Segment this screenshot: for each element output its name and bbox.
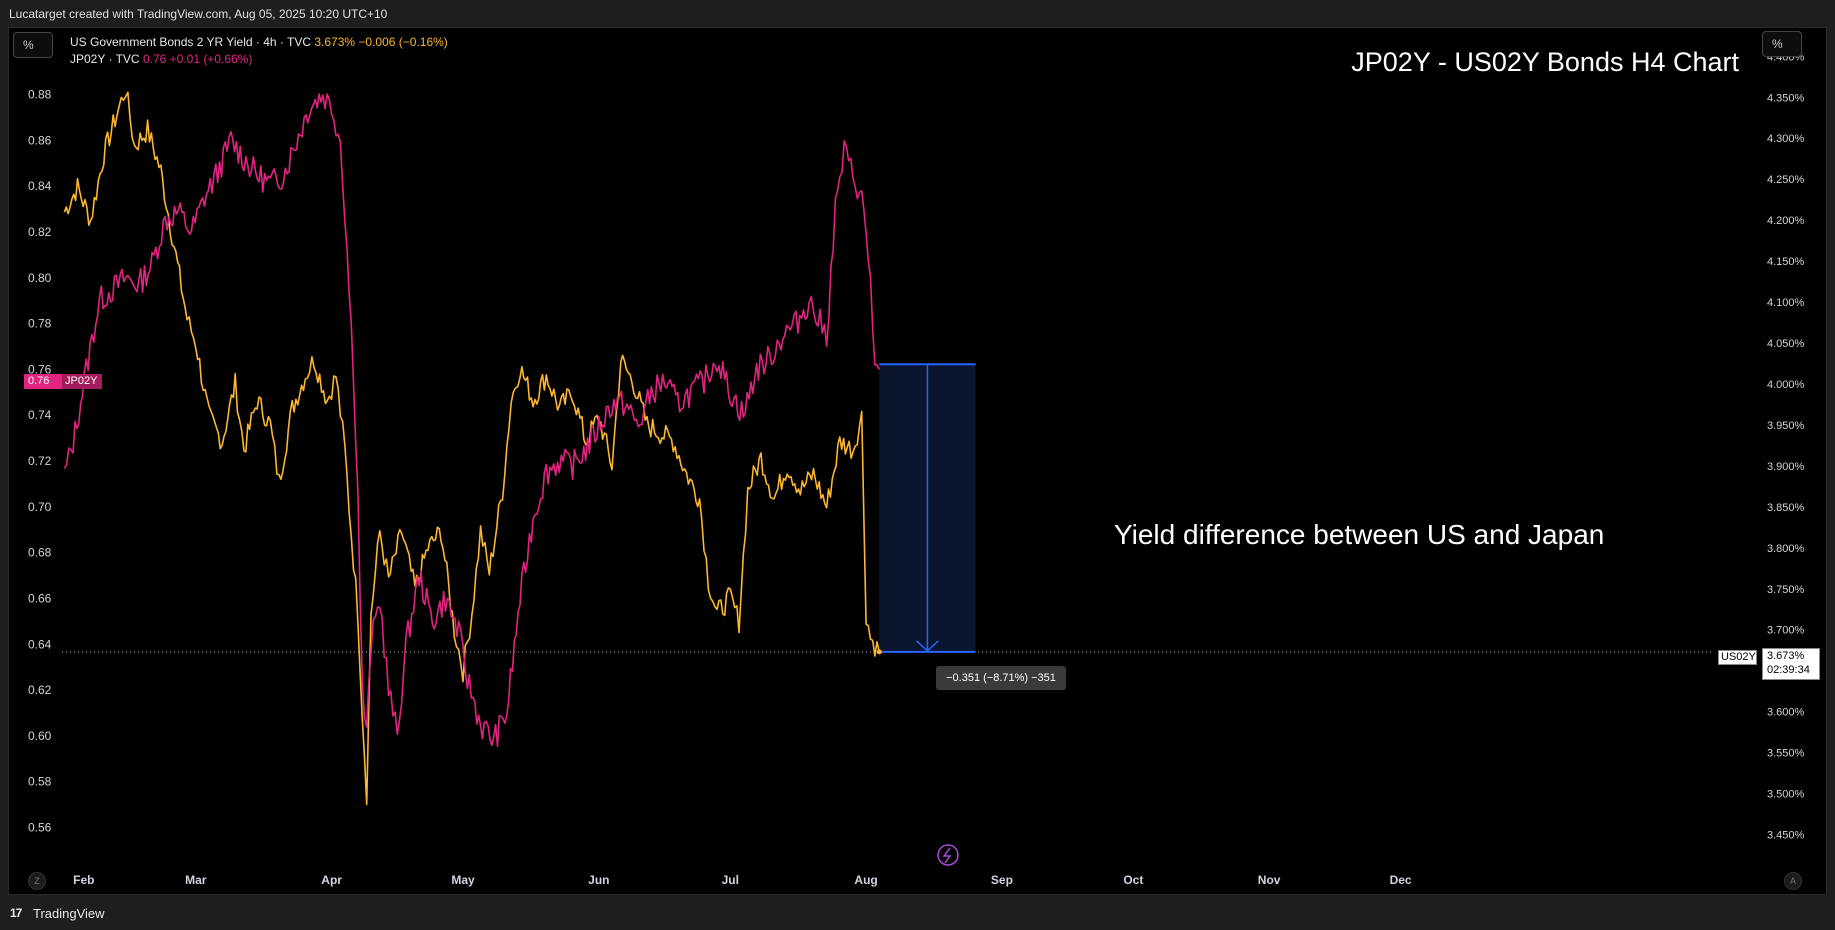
right-axis-tick-13: 3.750%: [1767, 584, 1805, 596]
yield-note[interactable]: Yield difference between US and Japan: [1114, 519, 1605, 550]
left-axis-tick-5: 0.80: [28, 271, 52, 285]
left-axis-tick-9: 0.72: [28, 454, 52, 468]
right-axis-tick-11: 3.850%: [1767, 502, 1805, 514]
right-axis-tick-18: 3.450%: [1767, 830, 1805, 842]
goto-button[interactable]: Z: [28, 872, 46, 890]
right-axis-tick-6: 4.100%: [1767, 297, 1805, 309]
right-axis-tick-1: 4.350%: [1767, 92, 1805, 104]
series-line-us02y: [63, 91, 880, 806]
right-axis-tick-12: 3.800%: [1767, 543, 1805, 555]
right-scale-percent-button[interactable]: %: [1762, 31, 1802, 57]
left-axis-tick-8: 0.74: [28, 408, 52, 422]
right-axis-tick-7: 4.050%: [1767, 338, 1805, 350]
left-axis-tick-4: 0.82: [28, 225, 52, 239]
legend-jp-values: 0.76 +0.01 (+0.66%): [142, 52, 253, 66]
jp-name-tag: JP02Y: [62, 374, 102, 389]
x-axis-label-sep: Sep: [991, 873, 1013, 887]
right-axis-tick-5: 4.150%: [1767, 256, 1805, 268]
us-last-point: [876, 649, 882, 655]
events-icon-bolt: [942, 847, 952, 864]
left-axis-tick-13: 0.64: [28, 637, 52, 651]
x-axis-label-may: May: [451, 873, 475, 887]
us-name-tag: US02Y: [1718, 650, 1757, 665]
x-axis-label-nov: Nov: [1258, 873, 1281, 887]
right-axis-tick-8: 4.000%: [1767, 379, 1805, 391]
us-price-value: 3.673%: [1767, 650, 1805, 662]
right-axis-tick-2: 4.300%: [1767, 133, 1805, 145]
x-axis-label-feb: Feb: [73, 873, 94, 887]
us-price-tag: 3.673% 02:39:34: [1762, 648, 1820, 680]
bar-countdown: 02:39:34: [1767, 664, 1810, 676]
x-axis-label-oct: Oct: [1123, 873, 1143, 887]
left-axis-tick-11: 0.68: [28, 546, 52, 560]
legend-jp-symbol[interactable]: JP02Y · TVC: [70, 52, 140, 66]
legend-us: US Government Bonds 2 YR Yield · 4h · TV…: [70, 34, 448, 51]
jp-price-tag: 0.76: [24, 374, 62, 389]
series-legend: US Government Bonds 2 YR Yield · 4h · TV…: [70, 34, 448, 68]
auto-scale-button[interactable]: A: [1784, 872, 1802, 890]
left-axis-tick-12: 0.66: [28, 591, 52, 605]
left-axis-tick-6: 0.78: [28, 317, 52, 331]
left-scale-percent-button[interactable]: %: [13, 32, 53, 58]
tradingview-brand[interactable]: TradingView: [33, 906, 105, 921]
left-axis-tick-17: 0.56: [28, 821, 52, 835]
measure-label: −0.351 (−8.71%) −351: [936, 666, 1066, 690]
right-axis-tick-14: 3.700%: [1767, 625, 1805, 637]
attribution-bar: Lucatarget created with TradingView.com,…: [0, 0, 1835, 26]
chart-title[interactable]: JP02Y - US02Y Bonds H4 Chart: [1351, 47, 1739, 77]
x-axis-label-dec: Dec: [1390, 873, 1412, 887]
x-axis-label-aug: Aug: [854, 873, 877, 887]
legend-us-values: 3.673% −0.006 (−0.16%): [314, 35, 448, 49]
x-axis-label-jul: Jul: [722, 873, 739, 887]
left-axis-tick-14: 0.62: [28, 683, 52, 697]
left-axis-tick-2: 0.86: [28, 133, 52, 147]
right-axis-tick-16: 3.550%: [1767, 748, 1805, 760]
left-axis-tick-1: 0.88: [28, 88, 52, 102]
right-axis-tick-17: 3.500%: [1767, 789, 1805, 801]
x-axis-label-jun: Jun: [588, 873, 609, 887]
left-axis-tick-7: 0.76: [28, 362, 52, 376]
series-line-jp02y: [63, 93, 880, 748]
right-axis-tick-3: 4.250%: [1767, 174, 1805, 186]
right-axis-tick-9: 3.950%: [1767, 420, 1805, 432]
x-axis-label-apr: Apr: [321, 873, 342, 887]
left-axis-tick-10: 0.70: [28, 500, 52, 514]
right-axis-tick-10: 3.900%: [1767, 461, 1805, 473]
legend-jp: JP02Y · TVC 0.76 +0.01 (+0.66%): [70, 51, 448, 68]
left-axis-tick-16: 0.58: [28, 775, 52, 789]
right-axis-tick-15: 3.600%: [1767, 707, 1805, 719]
left-axis-tick-3: 0.84: [28, 179, 52, 193]
left-axis-tick-15: 0.60: [28, 729, 52, 743]
measure-arrow-head: [915, 640, 939, 652]
footer-bar: 17 TradingView: [0, 895, 1835, 930]
right-axis-tick-4: 4.200%: [1767, 215, 1805, 227]
legend-us-symbol[interactable]: US Government Bonds 2 YR Yield · 4h · TV…: [70, 35, 312, 49]
x-axis-label-mar: Mar: [185, 873, 207, 887]
tradingview-logo-icon: 17: [10, 906, 22, 920]
attribution-text: Lucatarget created with TradingView.com,…: [9, 7, 388, 21]
events-icon: [937, 844, 959, 866]
